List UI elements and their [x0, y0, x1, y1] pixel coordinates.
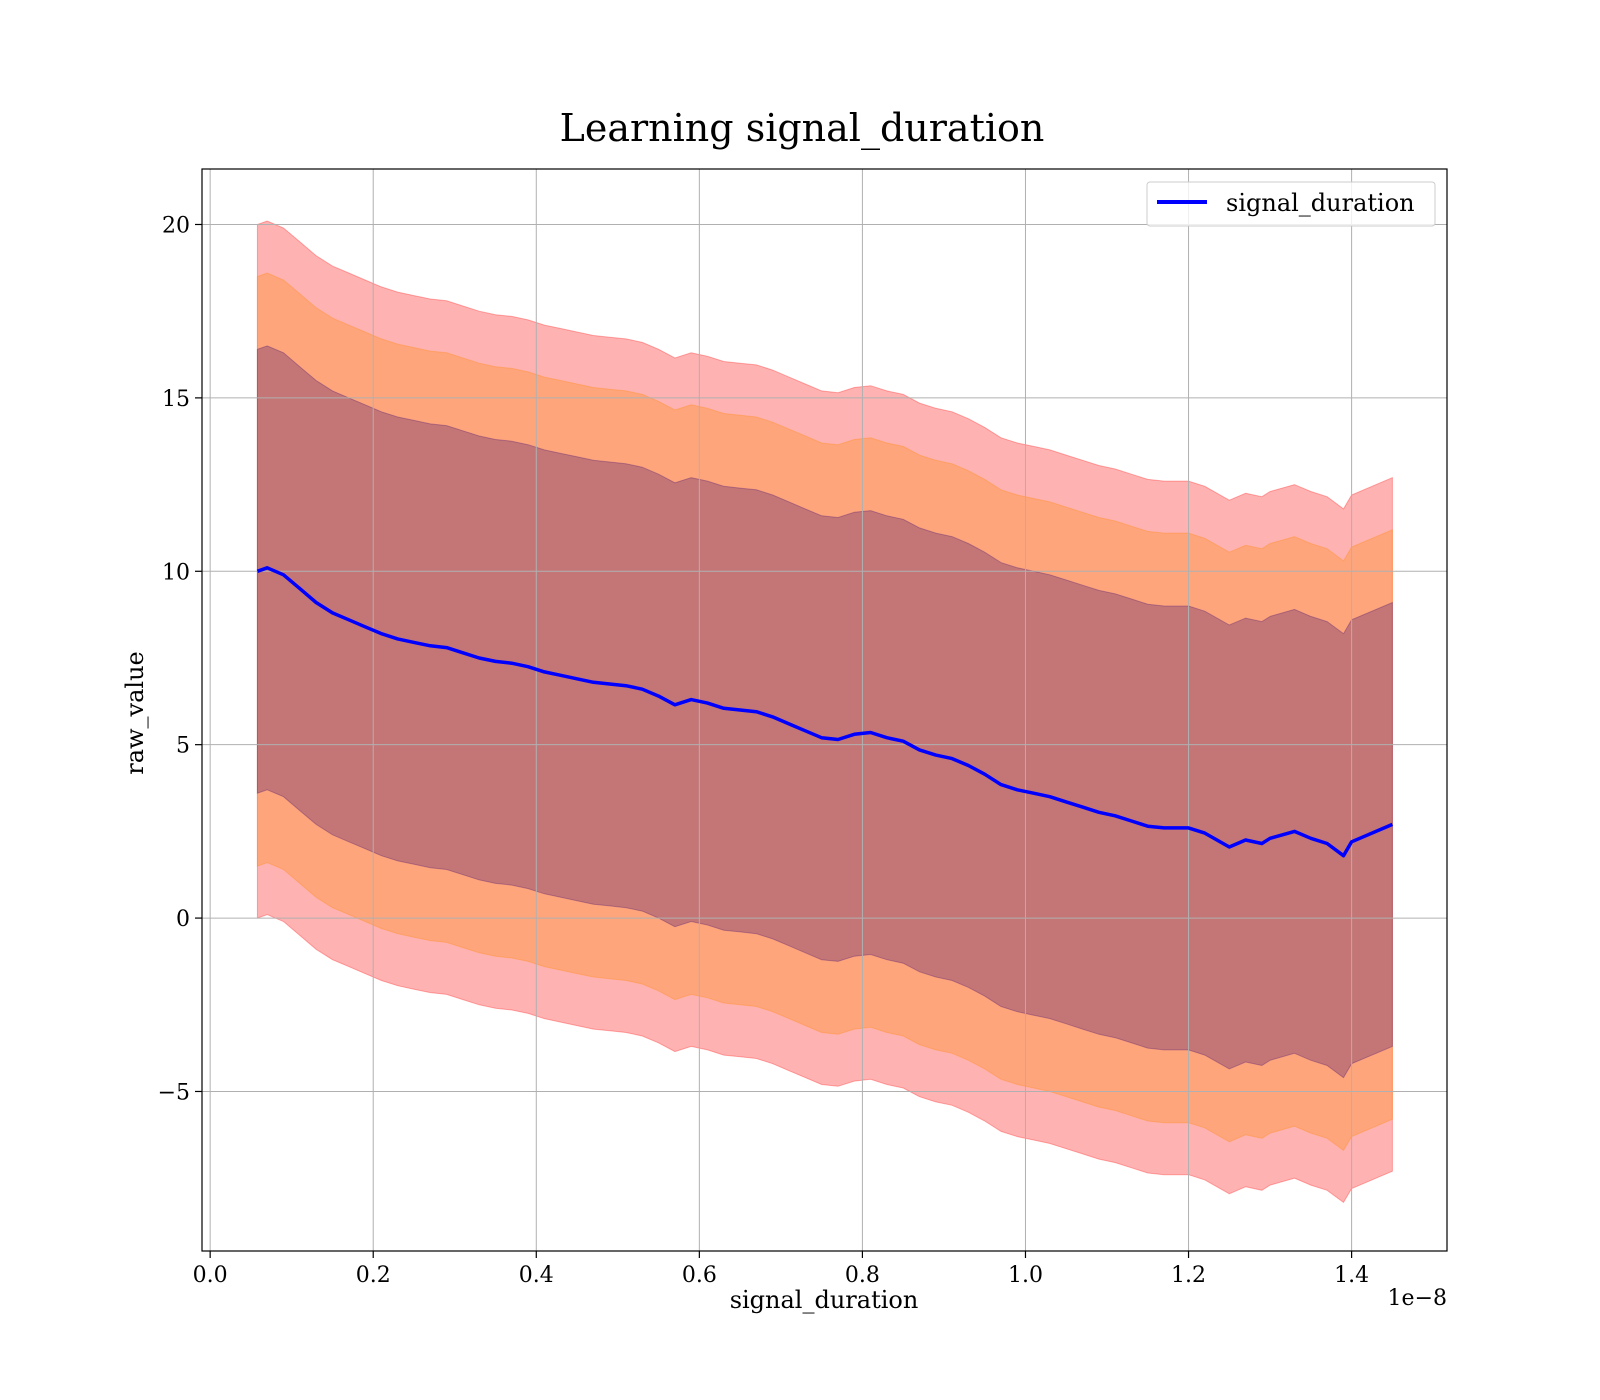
x-tick-label: 1.0: [1008, 1263, 1043, 1288]
x-offset-text: 1e−8: [1388, 1286, 1447, 1311]
grid: [202, 169, 1447, 1251]
y-axis: −5 0 5 10 15 20: [158, 213, 202, 1105]
y-tick-label: 20: [162, 213, 190, 238]
legend-label: signal_duration: [1226, 189, 1415, 217]
series-line: [256, 566, 1394, 858]
confidence-bands: [256, 220, 1393, 1204]
y-tick-label: 0: [176, 907, 190, 932]
y-axis-label: raw_value: [121, 651, 149, 775]
x-tick-label: 1.2: [1171, 1263, 1206, 1288]
x-tick-label: 0.0: [193, 1263, 228, 1288]
plot-frame: [201, 168, 1448, 1252]
confidence-band-2: [256, 272, 1393, 1152]
y-tick-label: 15: [162, 387, 190, 412]
series-lines: [256, 566, 1394, 858]
y-tick-label: 10: [162, 560, 190, 585]
x-tick-label: 0.6: [682, 1263, 717, 1288]
confidence-band-1: [256, 220, 1393, 1204]
x-tick-label: 0.8: [845, 1263, 880, 1288]
y-tick-label: 5: [176, 734, 190, 759]
legend-box: [1146, 181, 1436, 227]
legend: signal_duration: [1146, 181, 1436, 227]
x-tick-label: 1.4: [1334, 1263, 1369, 1288]
x-tick-label: 0.2: [356, 1263, 391, 1288]
x-axis: 0.0 0.2 0.4 0.6 0.8 1.0 1.2 1.4: [193, 1251, 1369, 1288]
x-tick-label: 0.4: [519, 1263, 554, 1288]
x-axis-label: signal_duration: [730, 1286, 919, 1314]
chart-title: Learning signal_duration: [560, 106, 1045, 151]
confidence-band-3: [256, 345, 1393, 1079]
y-tick-label: −5: [158, 1080, 190, 1105]
